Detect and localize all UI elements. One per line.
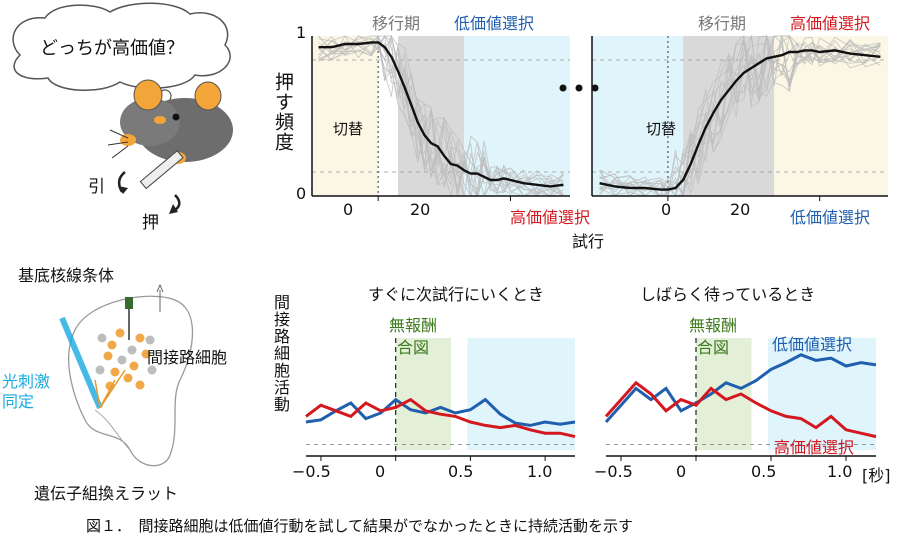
x-unit-seconds: [秒] [862,466,891,485]
push-frequency-right-plot [591,34,888,201]
lever-pull-label: 引 [88,177,105,197]
activity-axis-label: 間接路細胞活動 [271,294,290,413]
push-frequency-left-plot [311,34,570,201]
activity-left-plot [305,338,576,461]
low-value-trace [305,397,576,427]
x-tick-0-left-b: 0 [375,462,386,481]
striatal-cell [129,361,139,371]
striatal-cell [95,365,105,375]
striatum-label: 基底核線条体 [18,266,115,285]
post-cue-band [467,338,575,450]
high-value-choice-top-right: 高価値選択 [790,14,871,33]
x-tick-20-right: 20 [730,200,751,219]
low-value-choice-top-left: 低価値選択 [454,14,535,33]
switch-label-right: 切替 [646,120,677,138]
striatal-cell [117,355,127,365]
no-reward-cue-right: 無報酬 合図 [688,316,737,357]
x-tick-10-right: 1.0 [827,462,853,481]
indirect-pathway-cell-label: 間接路細胞 [147,348,228,367]
mean-trace [318,41,564,188]
striatal-cell [141,349,151,359]
x-tick-10-left: 1.0 [527,462,553,481]
figure-caption: 図１． 間接路細胞は低価値行動を試して結果がでなかったときに持続活動を示す [86,517,634,535]
optogenetic-id-label: 光刺激 同定 [2,372,51,411]
brain-slice-illustration [59,283,194,467]
striatal-cell [147,365,157,375]
right-condition-title: しばらく待っているとき [640,285,816,304]
striatal-cells [95,328,157,391]
lever-push-label: 押 [142,213,159,233]
single-session-trace [318,35,564,198]
x-tick-05-right: 0.5 [751,462,777,481]
high-value-choice-legend: 高価値選択 [774,438,855,457]
striatal-cell [110,367,120,377]
striatal-cell [123,373,133,383]
x-tick-0-left: 0 [343,200,354,219]
y-tick-0: 0 [296,184,307,203]
low-value-choice-bottom-right: 低価値選択 [790,208,871,227]
activity-right-plot [604,338,877,461]
single-session-trace [318,35,564,197]
continuation-dots [559,84,599,92]
speech-bubble [12,2,231,109]
x-tick-neg05-right: −0.5 [594,462,633,481]
striatal-cell [135,333,145,343]
x-tick-neg05-left: −0.5 [292,462,331,481]
y-tick-1: 1 [296,23,307,42]
low-value-choice-legend: 低価値選択 [772,335,853,354]
high-value-trace [604,380,877,439]
trial-axis-label: 試行 [572,232,605,251]
striatal-cell [115,328,125,338]
single-session-trace [318,35,564,197]
single-session-trace [599,35,881,197]
no-reward-cue-band [395,338,451,450]
switch-label-left: 切替 [333,120,364,138]
transition-label-left: 移行期 [372,14,421,33]
striatal-cell [107,340,117,350]
striatal-cell [103,351,113,361]
speech-bubble-text: どっちが高価値？ [40,38,184,59]
pre-switch-band [592,36,684,196]
x-tick-0-right: 0 [661,200,672,219]
striatal-cell [127,345,137,355]
x-tick-0-right-b: 0 [676,462,687,481]
high-value-trace [305,397,576,439]
high-value-band [774,36,888,196]
transition-label-right: 移行期 [698,14,747,33]
striatal-cell [97,333,107,343]
low-value-trace [604,353,877,423]
mean-trace [599,49,881,191]
transgenic-rat-label: 遺伝子組換えラット [34,484,179,503]
push-frequency-axis-label: 押す頻度 [272,72,294,152]
single-session-trace [318,35,564,193]
x-tick-20-left: 20 [410,200,431,219]
single-session-trace [318,34,564,197]
single-session-trace [599,35,881,197]
no-reward-cue-left: 無報酬 合図 [388,316,437,357]
striatal-cell [145,335,155,345]
striatal-cell [135,380,145,390]
x-tick-05-left: 0.5 [448,462,474,481]
left-condition-title: すぐに次試行にいくとき [368,285,545,304]
rat-illustration [107,79,233,214]
pre-switch-band [312,36,379,196]
high-value-choice-bottom-left: 高価値選択 [510,208,591,227]
